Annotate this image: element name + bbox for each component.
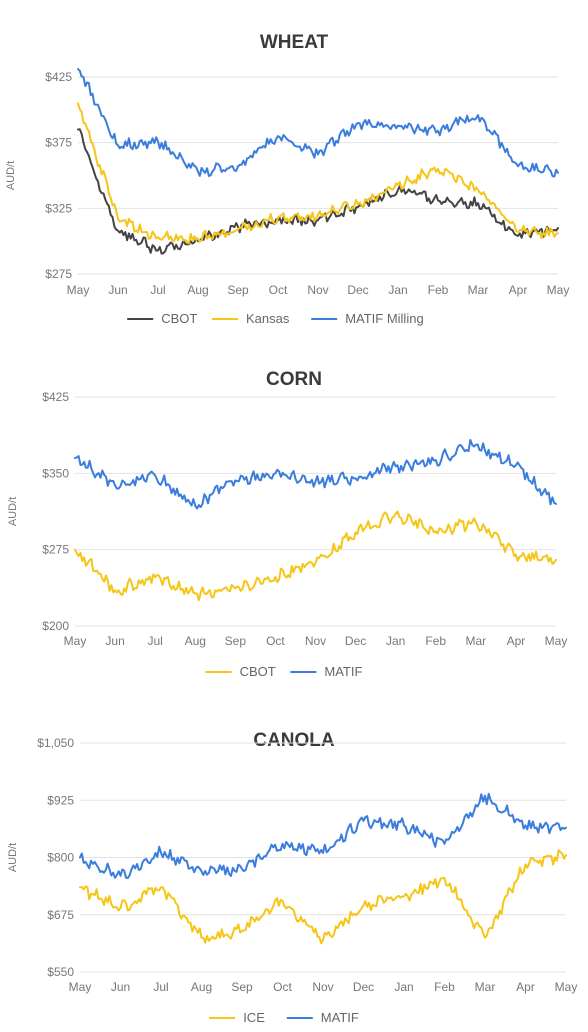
corn-y-tick-label: $200 <box>42 619 69 633</box>
wheat-x-tick-label: Aug <box>187 283 208 297</box>
wheat-legend-label: CBOT <box>161 311 197 326</box>
canola-chart-panel: CANOLA $550 $675 $800 $925 $1,050 AUD/t May Jun J… <box>0 700 588 1032</box>
corn-legend-label: CBOT <box>240 664 276 679</box>
wheat-y-tick-label: $375 <box>45 136 72 150</box>
wheat-legend-item-cbot: CBOT <box>127 311 197 326</box>
wheat-legend-item-kansas: Kansas <box>212 311 290 326</box>
corn-legend-label: MATIF <box>324 664 362 679</box>
corn-x-tick-label: Mar <box>465 634 486 648</box>
wheat-x-tick-label: Jun <box>108 283 127 297</box>
corn-chart-panel: CORN $200 $275 $350 $425 AUD/t May Jun Jul Aug Sep… <box>0 350 588 700</box>
wheat-x-tick-label: Jul <box>150 283 165 297</box>
corn-y-tick-label: $350 <box>42 466 69 480</box>
corn-x-tick-label: Feb <box>425 634 446 648</box>
wheat-x-tick-label: Oct <box>269 283 288 297</box>
canola-x-tick-label: Mar <box>475 980 496 994</box>
canola-x-tick-label: Apr <box>516 980 535 994</box>
canola-chart: CANOLA $550 $675 $800 $925 $1,050 AUD/t May Jun J… <box>7 730 578 1025</box>
corn-x-tick-label: May <box>545 634 568 648</box>
corn-x-tick-label: Nov <box>305 634 326 648</box>
wheat-x-tick-label: Apr <box>509 283 528 297</box>
canola-x-tick-label: Sep <box>231 980 253 994</box>
corn-x-tick-label: Sep <box>225 634 247 648</box>
wheat-y-axis-label: AUD/t <box>5 161 17 190</box>
canola-x-tick-label: Jun <box>111 980 130 994</box>
canola-legend-item-ice: ICE <box>209 1010 265 1025</box>
wheat-y-tick-label: $325 <box>45 201 72 215</box>
canola-x-tick-label: May <box>555 980 578 994</box>
canola-x-tick-label: Dec <box>353 980 374 994</box>
wheat-x-tick-label: Feb <box>428 283 449 297</box>
wheat-chart: WHEAT $275 $325 $375 $425 AUD/t May Jun Jul Aug Se… <box>5 32 570 326</box>
corn-y-tick-label: $275 <box>42 543 69 557</box>
wheat-x-tick-label: Jan <box>388 283 407 297</box>
corn-legend-item-matif: MATIF <box>290 664 362 679</box>
wheat-series-kansas <box>77 102 559 245</box>
corn-y-axis-label: AUD/t <box>7 497 19 526</box>
corn-chart-title: CORN <box>266 369 322 390</box>
canola-x-tick-label: May <box>69 980 92 994</box>
wheat-x-tick-label: Nov <box>307 283 328 297</box>
canola-y-tick-label: $675 <box>47 908 74 922</box>
wheat-series-cbot <box>77 128 559 255</box>
canola-legend-label: MATIF <box>321 1010 359 1025</box>
corn-x-tick-label: May <box>64 634 87 648</box>
canola-x-tick-label: Oct <box>273 980 292 994</box>
corn-x-tick-label: Apr <box>507 634 526 648</box>
canola-y-axis-label: AUD/t <box>7 843 19 872</box>
wheat-x-tick-label: Dec <box>347 283 368 297</box>
canola-y-tick-label: $800 <box>47 851 74 865</box>
corn-chart: CORN $200 $275 $350 $425 AUD/t May Jun Jul Aug Sep… <box>7 369 568 679</box>
canola-y-tick-label: $550 <box>47 965 74 979</box>
canola-chart-title: CANOLA <box>253 730 335 751</box>
canola-x-tick-label: Feb <box>434 980 455 994</box>
canola-x-tick-label: Jul <box>153 980 168 994</box>
wheat-series-matif-milling <box>77 68 559 178</box>
canola-series-matif <box>79 792 567 879</box>
wheat-x-tick-label: May <box>547 283 570 297</box>
corn-x-tick-label: Dec <box>345 634 366 648</box>
corn-series-matif <box>74 439 557 510</box>
wheat-legend-label: MATIF Milling <box>345 311 423 326</box>
corn-x-tick-label: Jun <box>105 634 124 648</box>
canola-legend-label: ICE <box>243 1010 265 1025</box>
corn-x-tick-label: Aug <box>185 634 206 648</box>
canola-x-tick-label: Jan <box>394 980 413 994</box>
corn-y-tick-label: $425 <box>42 390 69 404</box>
corn-x-tick-label: Jul <box>147 634 162 648</box>
canola-y-tick-label: $1,050 <box>37 736 74 750</box>
wheat-legend-item-matif-milling: MATIF Milling <box>311 311 424 326</box>
wheat-legend-label: Kansas <box>246 311 290 326</box>
wheat-x-tick-label: Mar <box>468 283 489 297</box>
canola-legend-item-matif: MATIF <box>286 1010 359 1025</box>
wheat-chart-panel: WHEAT $275 $325 $375 $425 AUD/t May Jun Jul Aug Se… <box>0 0 588 350</box>
wheat-x-tick-label: Sep <box>227 283 249 297</box>
corn-x-tick-label: Oct <box>266 634 285 648</box>
corn-x-tick-label: Jan <box>386 634 405 648</box>
wheat-y-tick-label: $275 <box>45 267 72 281</box>
wheat-x-tick-label: May <box>67 283 90 297</box>
canola-y-tick-label: $925 <box>47 793 74 807</box>
wheat-chart-title: WHEAT <box>260 32 329 53</box>
canola-series-ice <box>79 849 567 945</box>
canola-x-tick-label: Nov <box>312 980 333 994</box>
canola-x-tick-label: Aug <box>191 980 212 994</box>
corn-series-cbot <box>74 510 557 602</box>
corn-legend-item-cbot: CBOT <box>205 664 276 679</box>
wheat-y-tick-label: $425 <box>45 70 72 84</box>
